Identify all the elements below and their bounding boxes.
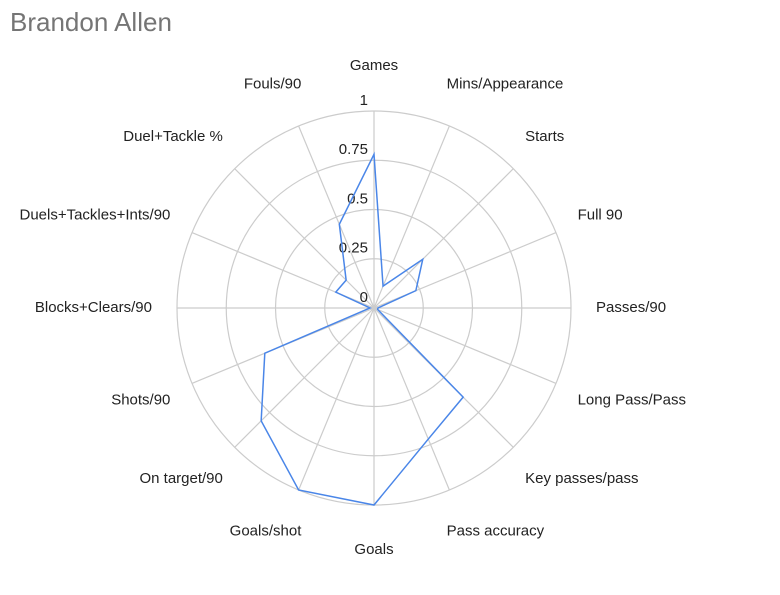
axis-label: Duel+Tackle %	[123, 128, 223, 145]
radar-line	[260, 151, 465, 506]
spoke	[298, 307, 375, 491]
spoke	[373, 307, 450, 491]
axis-label: Duels+Tackles+Ints/90	[19, 206, 170, 223]
axis-label: Fouls/90	[244, 75, 302, 92]
r-tick-label: 0.75	[339, 141, 368, 158]
axis-label: Blocks+Clears/90	[35, 299, 152, 316]
axis-label: Long Pass/Pass	[578, 392, 686, 409]
r-tick-label: 0.25	[339, 240, 368, 257]
spoke	[298, 125, 375, 309]
r-tick-label: 0.5	[347, 190, 368, 207]
spoke	[234, 307, 375, 448]
axis-label: Goals/shot	[230, 523, 303, 540]
r-tick-label: 0	[360, 289, 368, 306]
spoke	[373, 307, 557, 384]
axis-label: Games	[350, 57, 398, 74]
axis-label: On target/90	[139, 470, 222, 487]
spoke	[373, 168, 514, 309]
axis-label: Key passes/pass	[525, 470, 638, 487]
axis-label: Passes/90	[596, 299, 666, 316]
spoke	[234, 168, 375, 309]
r-tick-label: 1	[360, 92, 368, 109]
chart-title: Brandon Allen	[10, 7, 172, 37]
axis-label: Full 90	[578, 206, 623, 223]
axis-label: Goals	[354, 541, 393, 558]
axis-label: Starts	[525, 128, 564, 145]
spoke	[373, 125, 450, 309]
axis-label: Pass accuracy	[447, 523, 545, 540]
axis-label: Mins/Appearance	[447, 75, 564, 92]
axis-label: Shots/90	[111, 392, 170, 409]
